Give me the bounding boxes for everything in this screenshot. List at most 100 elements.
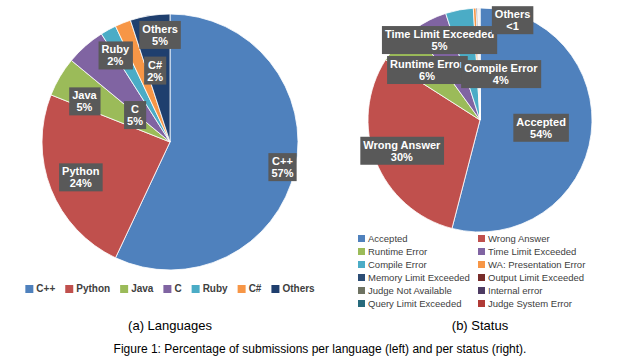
data-label: C5% [124,101,146,129]
data-label-text: Wrong Answer30% [363,139,441,163]
data-label: Time Limit Exceeded5% [382,26,497,54]
data-label-line: 30% [391,151,413,163]
data-label-line: 54% [530,128,552,140]
data-labels: C++57%Python24%Java5%C5%Ruby2%C#2%Others… [59,21,297,191]
data-label-box [513,114,569,142]
data-label-text: Time Limit Exceeded5% [385,28,494,52]
data-label: Python24% [59,163,103,191]
data-label-line: Runtime Error [390,58,465,70]
legend-label: Java [131,283,154,294]
data-label-line: Time Limit Exceeded [385,28,494,40]
legend-label: Accepted [368,233,408,244]
legend-swatch [358,274,365,281]
legend-swatch [478,274,485,281]
legend-swatch [358,248,365,255]
annotation-line: <1 [506,20,519,32]
data-label-line: 5% [76,101,92,113]
legend-item: Wrong Answer [478,233,550,244]
legend-item: C++ [25,283,55,294]
data-label: Ruby2% [99,41,133,69]
legend-item: Query Limit Exceeded [358,298,461,309]
figure-caption: Figure 1: Percentage of submissions per … [114,342,527,356]
data-label: C++57% [268,153,296,181]
data-label-text: Others5% [142,23,177,47]
legend-item: Memory Limit Exceeded [358,272,470,283]
legend-label: C++ [36,283,55,294]
data-label-box [144,57,166,85]
data-label-box [268,153,296,181]
data-label-line: 5% [432,40,448,52]
legend-label: Query Limit Exceeded [368,298,461,309]
data-label-text: Compile Error4% [464,62,538,86]
legend-label: Others [282,283,315,294]
annotation: Others<1 [492,6,533,34]
data-label: Compile Error4% [461,60,541,88]
data-label-line: 5% [127,115,143,127]
legend-swatch [271,285,279,293]
figure: C++57%Python24%Java5%C5%Ruby2%C#2%Others… [0,0,640,360]
legend-item: Accepted [358,233,408,244]
legend-swatch [358,261,365,268]
data-label: Others5% [139,21,180,49]
data-label: Accepted54% [513,114,569,142]
data-labels: Accepted54% Wrong Answer30% Runtime Error6… [360,6,569,165]
legend-item: Python [65,283,110,294]
data-label-text: C5% [127,103,143,127]
data-label-line: 6% [419,70,435,82]
legend: AcceptedWrong AnswerRuntime ErrorTime Li… [358,233,585,309]
chart-title: (b) Status [452,318,509,333]
data-label-line: Python [62,165,100,177]
data-label-line: 2% [147,71,163,83]
legend-swatch [358,287,365,294]
data-label-text: Python24% [62,165,100,189]
annotation-box [492,6,533,34]
data-label-line: Others [142,23,177,35]
legend-swatch [478,261,485,268]
data-label-line: 24% [70,177,92,189]
legend-item: WA: Presentation Error [478,259,585,270]
data-label-box [382,26,497,54]
legend-label: Memory Limit Exceeded [368,272,470,283]
data-label-line: Compile Error [464,62,538,74]
data-label-box [461,60,541,88]
legend-swatch [238,285,246,293]
data-label-box [124,101,146,129]
data-label-line: C [131,103,139,115]
legend-label: C [174,283,181,294]
data-label-text: Runtime Error6% [390,58,465,82]
data-label-box [360,137,444,165]
data-label-line: 4% [493,74,509,86]
slices [42,14,298,270]
legend-label: Internal error [488,285,542,296]
legend-item: Runtime Error [358,246,427,257]
legend-swatch [163,285,171,293]
legend-swatch [478,248,485,255]
legend-item: Ruby [192,283,228,294]
pie-chart: Accepted54%Wrong Answer30%Runtime Error6… [358,6,592,333]
legend-label: Judge Not Available [368,285,452,296]
data-label: C#2% [144,57,166,85]
data-label-line: 57% [271,167,293,179]
legend-item: C [163,283,181,294]
annotation-line: Others [495,8,530,20]
legend-label: Judge System Error [488,298,572,309]
data-label-text: Accepted54% [516,116,566,140]
legend-swatch [65,285,73,293]
data-label-box [387,56,468,84]
data-label-line: 5% [152,35,168,47]
legend-label: C# [249,283,262,294]
annotation-text: Others<1 [495,8,530,32]
data-label-text: C#2% [147,59,163,83]
legend-item: Judge Not Available [358,285,452,296]
data-label-text: Ruby2% [102,43,130,67]
legend-label: Output Limit Exceeded [488,272,584,283]
legend-label: WA: Presentation Error [488,259,585,270]
legend-item: Output Limit Exceeded [478,272,584,283]
data-label-line: 2% [107,55,123,67]
data-label-text: Java5% [72,89,97,113]
legend-swatch [478,300,485,307]
legend-item: Internal error [478,285,542,296]
legend-item: Others [271,283,315,294]
legend-swatch [478,287,485,294]
data-label: Java5% [69,87,100,115]
